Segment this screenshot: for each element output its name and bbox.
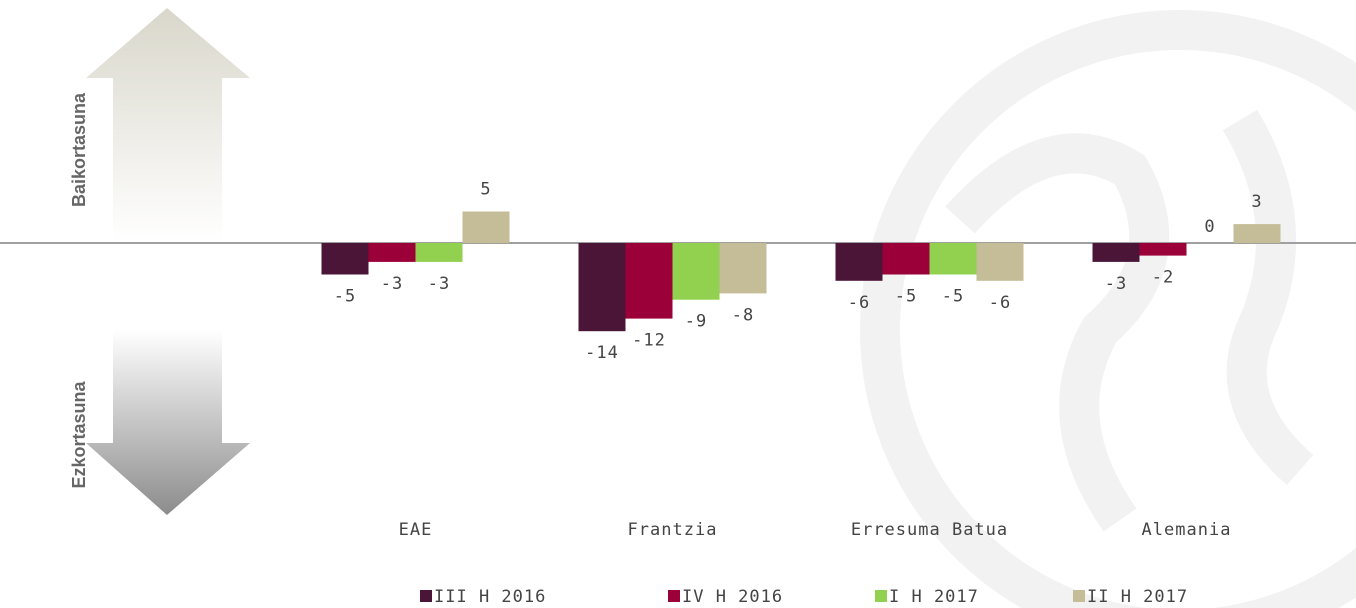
value-label: -3 [428,274,450,294]
value-label: -5 [942,287,964,307]
value-label: -6 [848,293,870,313]
value-label: -2 [1152,268,1174,288]
value-label: -14 [585,343,619,363]
x-tick-label: EAE [399,520,433,540]
bar [625,243,673,319]
x-tick-label: Alemania [1142,520,1232,540]
bar [672,243,720,300]
value-label: -9 [685,312,707,332]
legend-swatch [1073,590,1085,602]
legend-label: II H 2017 [1087,587,1188,607]
bar [976,243,1024,281]
bar [462,211,510,243]
legend-label: I H 2017 [889,587,979,607]
value-label: -3 [381,274,403,294]
legend-swatch [875,590,887,602]
bar [882,243,930,275]
bar [1139,243,1187,256]
up-arrow [86,8,250,243]
value-label: 3 [1251,192,1262,212]
y-label-negative: Ezkortasuna [69,381,89,489]
legend-swatch [420,590,432,602]
bar [578,243,626,332]
bar [1233,224,1281,243]
bar [415,243,463,262]
bar [835,243,883,281]
value-label: 0 [1204,217,1215,237]
value-label: -12 [632,331,666,351]
value-label: -5 [895,287,917,307]
x-tick-label: Frantzia [628,520,718,540]
bar [1092,243,1140,262]
bar [321,243,369,275]
x-tick-label: Erresuma Batua [851,520,1008,540]
value-label: 5 [480,180,491,200]
down-arrow [86,330,250,515]
bar [368,243,416,262]
bar [929,243,977,275]
legend-swatch [668,590,680,602]
value-label: -6 [989,293,1011,313]
value-label: -3 [1105,274,1127,294]
legend-label: IV H 2016 [682,587,783,607]
value-label: -8 [732,305,754,325]
y-label-positive: Baikortasuna [69,92,89,207]
value-label: -5 [334,287,356,307]
bar [719,243,767,294]
legend-label: III H 2016 [434,587,546,607]
